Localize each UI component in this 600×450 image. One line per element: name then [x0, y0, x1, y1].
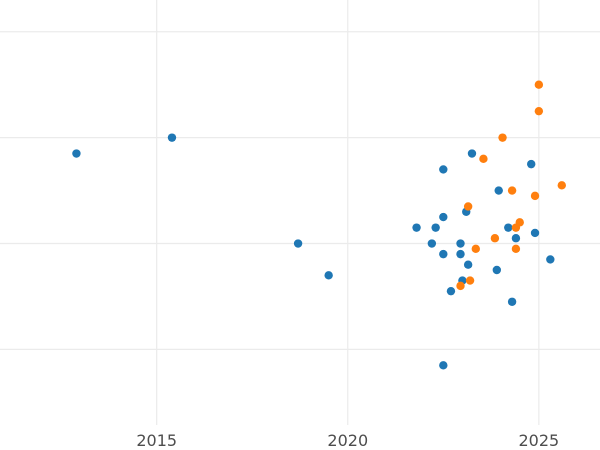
- data-point-series-2: [511, 244, 521, 254]
- data-point-series-1: [507, 297, 517, 306]
- data-point-series-1: [324, 271, 333, 280]
- data-point-series-1: [504, 223, 513, 232]
- data-point-series-1: [167, 133, 177, 142]
- x-axis-labels: 2015 2020 2025: [136, 431, 559, 450]
- data-point-series-2: [479, 154, 488, 164]
- data-point-series-1: [446, 286, 456, 296]
- data-point-series-2: [515, 218, 524, 227]
- data-points: [72, 80, 566, 370]
- data-point-series-1: [456, 239, 465, 248]
- data-point-series-1: [439, 212, 448, 222]
- data-point-series-1: [439, 165, 448, 174]
- data-point-series-1: [494, 186, 503, 195]
- data-point-series-2: [471, 244, 480, 254]
- data-point-series-2: [463, 202, 473, 211]
- data-point-series-1: [530, 228, 540, 238]
- data-point-series-2: [530, 191, 540, 201]
- data-point-series-2: [557, 181, 566, 190]
- data-point-series-2: [498, 133, 507, 142]
- data-point-series-1: [463, 260, 473, 269]
- data-point-series-1: [72, 149, 81, 158]
- x-tick-label: 2020: [327, 431, 368, 450]
- x-tick-label: 2025: [518, 431, 559, 450]
- data-point-series-1: [439, 361, 448, 370]
- data-point-series-1: [511, 234, 521, 243]
- data-point-series-1: [412, 223, 421, 232]
- data-point-series-1: [431, 223, 440, 232]
- data-point-series-2: [490, 234, 500, 243]
- data-point-series-1: [467, 149, 477, 158]
- data-point-series-2: [456, 281, 465, 291]
- data-point-series-1: [527, 159, 536, 169]
- data-point-series-1: [439, 249, 448, 259]
- data-point-series-1: [293, 239, 303, 248]
- data-point-series-1: [492, 265, 502, 275]
- data-point-series-2: [465, 276, 475, 285]
- data-point-series-1: [427, 239, 437, 248]
- grid: [0, 0, 600, 425]
- data-point-series-2: [507, 186, 517, 195]
- data-point-series-2: [534, 80, 544, 89]
- data-point-series-1: [546, 255, 555, 264]
- data-point-series-2: [534, 106, 544, 116]
- data-point-series-1: [456, 249, 465, 259]
- x-tick-label: 2015: [136, 431, 177, 450]
